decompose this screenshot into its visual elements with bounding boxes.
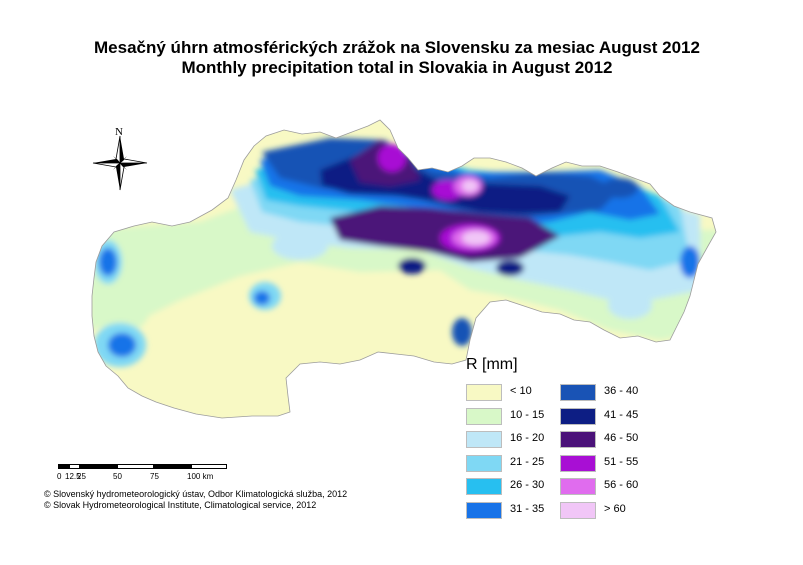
legend-swatch (466, 501, 502, 519)
legend-label: < 10 (510, 385, 532, 397)
scale-label: 12.5 (65, 472, 81, 481)
legend-swatch (560, 384, 596, 401)
legend-swatch (560, 407, 596, 425)
legend-label: 41 - 45 (604, 408, 639, 421)
legend-label: 46 - 50 (604, 432, 639, 444)
scale-label: 100 km (187, 472, 214, 481)
north-arrow-icon (92, 135, 148, 191)
scale-segment (191, 464, 227, 469)
copyright-english: © Slovak Hydrometeorological Institute, … (44, 500, 317, 510)
legend-label: 21 - 25 (510, 455, 545, 468)
precipitation-zones (92, 120, 716, 418)
legend-swatch (466, 407, 502, 425)
scale-segment (58, 464, 69, 469)
legend-swatch (466, 478, 502, 495)
scale-label: 0 (57, 472, 62, 481)
legend-label: 10 - 15 (510, 408, 545, 421)
scale-bar: 0 12.5 25 50 75 100 km (57, 464, 238, 484)
legend-swatch (560, 478, 596, 495)
legend-swatch (560, 431, 596, 448)
scale-label: 50 (113, 472, 122, 481)
scale-label: 25 (77, 472, 86, 481)
legend-swatch (560, 454, 596, 472)
legend-label: 51 - 55 (604, 455, 639, 468)
legend-label: 36 - 40 (604, 385, 639, 397)
north-label: N (115, 126, 123, 138)
legend-label: 26 - 30 (510, 479, 545, 491)
legend-title: R [mm] (466, 356, 518, 373)
legend-label: 16 - 20 (510, 432, 545, 444)
scale-segment (154, 464, 191, 469)
legend-swatch (466, 454, 502, 472)
map-title-slovak: Mesačný úhrn atmosférických zrážok na Sl… (94, 38, 700, 57)
legend-swatch (466, 431, 502, 448)
legend-label: 56 - 60 (604, 479, 639, 491)
scale-label: 75 (150, 472, 159, 481)
scale-segment (69, 464, 80, 469)
legend-swatch (560, 501, 596, 519)
map-title-english: Monthly precipitation total in Slovakia … (181, 58, 613, 77)
scale-segment (80, 464, 117, 469)
copyright-slovak: © Slovenský hydrometeorologický ústav, O… (44, 489, 348, 499)
legend-label: 31 - 35 (510, 502, 545, 515)
legend-swatch (466, 384, 502, 401)
scale-segment (117, 464, 154, 469)
legend-label: > 60 (604, 502, 626, 515)
